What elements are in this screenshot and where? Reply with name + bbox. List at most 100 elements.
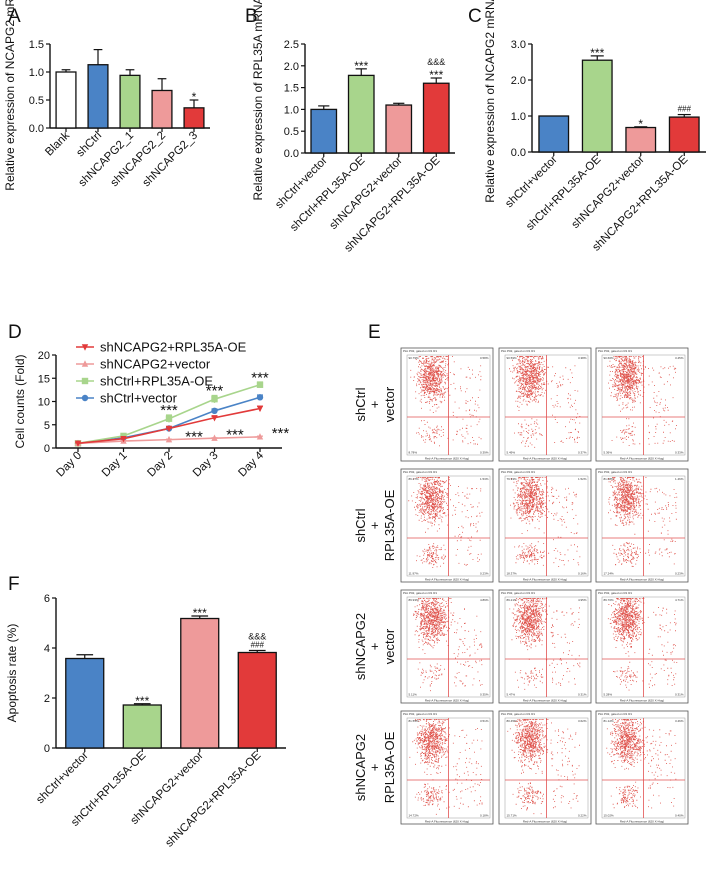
significance-label: *** [429, 68, 443, 82]
plot-x-axis-label: Red-A Fluorescence (620 X-Hog) [620, 457, 664, 461]
marker-triangle-down [165, 425, 173, 433]
x-category-label: shCtrl+RPL35A-OE [524, 153, 603, 232]
significance-label: *** [193, 606, 207, 620]
event-dots [413, 598, 483, 692]
x-category-label: shNCAPG2+vector [327, 155, 405, 233]
quadrant-upper-left-value: 89.21% [507, 598, 518, 602]
significance-label: *** [590, 46, 604, 60]
significance-label: *** [135, 694, 149, 708]
bar [668, 116, 700, 153]
significance-label: * [638, 117, 643, 131]
y-tick-label: 20 [38, 350, 50, 362]
chart-panel-d: 0 5 10 15 20 Cell counts (Fold) Day 0 Day 1 Day … [13, 340, 289, 480]
marker-triangle-up [211, 434, 218, 441]
y-tick-label: 2.5 [284, 39, 299, 51]
quadrant-lower-left-value: 15.02% [604, 814, 615, 818]
y-tick-label: 1.0 [511, 111, 526, 123]
marker-circle [81, 394, 89, 402]
event-dots [410, 356, 482, 447]
quadrant-upper-left-value: 90.79% [409, 356, 420, 360]
row-label: + [367, 401, 382, 409]
significance-label: ### [678, 105, 692, 114]
bar [151, 89, 173, 129]
x-category-label: shNCAPG2+vector [569, 154, 647, 232]
quadrant-lower-right-value: 0.33% [675, 451, 684, 455]
y-tick-label: 0.0 [511, 147, 526, 159]
row-label: RPL35A-OE [382, 731, 397, 803]
plot-frame [400, 710, 494, 825]
row-label: + [367, 643, 382, 651]
y-tick-label: 1.0 [29, 67, 44, 79]
quadrant-lower-right-value: 0.23% [480, 572, 489, 576]
bar [310, 108, 338, 154]
quadrant-upper-left-value: 79.93% [507, 477, 518, 481]
scatter-plot: Plot P02, gated on R1 R1 Red-A Fluorescen… [498, 589, 592, 704]
quadrant-lower-left-value: 17.24% [604, 572, 615, 576]
significance-label: *** [272, 425, 290, 442]
y-tick-label: 0.0 [284, 148, 299, 160]
quadrant-upper-left-value: 90.59% [507, 356, 518, 360]
quadrant-lower-left-value: 5.11% [409, 693, 418, 697]
quadrant-upper-right-value: 3.38% [578, 356, 587, 360]
plot-x-axis-label: Red-A Fluorescence (620 X-Hog) [523, 578, 567, 582]
marker-circle [211, 407, 218, 414]
plot-frame [595, 710, 689, 825]
plot-header: Plot P02, gated on R1 R1 [501, 591, 535, 595]
marker-square [211, 395, 218, 403]
scatter-plot: Plot P02, gated on R1 R1 Red-A Fluorescen… [400, 589, 494, 704]
plot-x-axis-label: Red-A Fluorescence (620 X-Hog) [523, 820, 567, 824]
quadrant-upper-left-value: 89.70% [604, 598, 615, 602]
y-tick-label: 2.0 [511, 75, 526, 87]
y-tick-label: 15 [38, 373, 50, 385]
quadrant-lower-right-value: 0.31% [578, 693, 587, 697]
panel-label-d: D [8, 322, 22, 343]
quadrant-lower-right-value: 0.40% [675, 814, 684, 818]
plot-header: Plot P02, gated on R1 R1 [598, 470, 632, 474]
panel-label-b: B [245, 6, 258, 27]
bar [119, 74, 141, 129]
significance-label: ### [251, 641, 265, 650]
plot-x-axis-label: Red-A Fluorescence (620 X-Hog) [425, 699, 469, 703]
quadrant-lower-right-value: 0.37% [578, 451, 587, 455]
marker-triangle-down [81, 344, 89, 351]
bar [180, 617, 220, 749]
quadrant-lower-left-value: 15.71% [507, 814, 518, 818]
plot-frame [595, 468, 689, 583]
quadrant-lower-left-value: 11.97% [409, 572, 419, 576]
significance-label: *** [160, 402, 178, 419]
scatter-plot: Plot P02, gated on R1 R1 Red-A Fluorescen… [595, 468, 689, 583]
marker-circle [256, 394, 264, 401]
quadrant-upper-left-value: 80.45% [507, 719, 518, 723]
scatter-plot: Plot P02, gated on R1 R1 Red-A Fluorescen… [400, 347, 494, 462]
marker-triangle-down [256, 405, 264, 413]
panel-label-e: E [368, 322, 381, 343]
event-dots [607, 356, 677, 446]
event-dots [507, 719, 580, 815]
quadrant-lower-left-value: 5.36% [604, 451, 613, 455]
y-axis-title: Cell counts (Fold) [13, 354, 27, 448]
plot-x-axis-label: Red-A Fluorescence (620 X-Hog) [523, 699, 567, 703]
plot-header: Plot P02, gated on R1 R1 [598, 591, 632, 595]
row-label: shNCAPG2 [353, 734, 368, 801]
quadrant-lower-left-value: 14.72% [409, 814, 420, 818]
bar [625, 126, 657, 153]
quadrant-upper-right-value: 0.58% [480, 356, 489, 360]
row-label: shCtrl [353, 387, 368, 421]
quadrant-lower-right-value: 0.31% [675, 693, 684, 697]
significance-label: *** [251, 369, 269, 386]
plot-x-axis-label: Red-A Fluorescence (620 X-Hog) [425, 578, 469, 582]
quadrant-lower-right-value: 0.35% [480, 693, 489, 697]
quadrant-upper-right-value: 3.51% [480, 719, 489, 723]
x-category-label: Day 1 [100, 450, 130, 480]
event-dots [509, 356, 581, 448]
row-label: shCtrl [353, 508, 368, 542]
quadrant-upper-right-value: 3.45% [675, 356, 684, 360]
bar [385, 104, 413, 154]
plot-header: Plot P02, gated on R1 R1 [598, 349, 632, 353]
scatter-plot: Plot P02, gated on R1 R1 Red-A Fluorescen… [595, 347, 689, 462]
plot-header: Plot P02, gated on R1 R1 [403, 591, 437, 595]
quadrant-upper-right-value: 1.53% [480, 477, 489, 481]
marker-square [165, 415, 173, 422]
